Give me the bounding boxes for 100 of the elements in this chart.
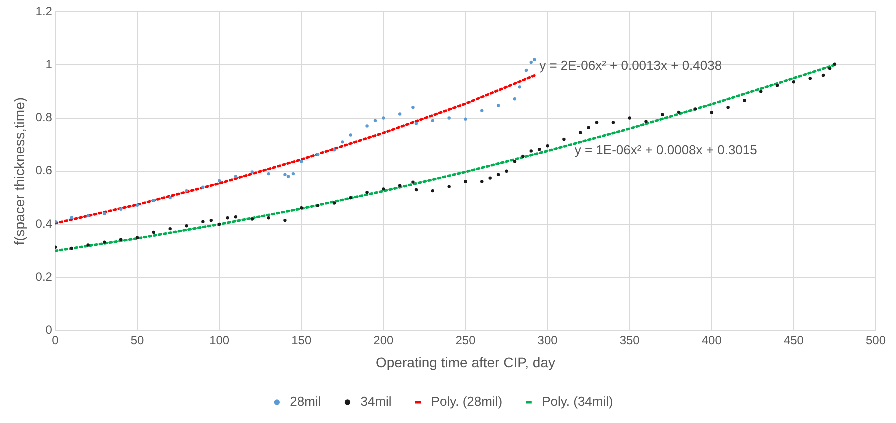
point bbox=[661, 113, 664, 116]
point bbox=[480, 109, 484, 112]
point bbox=[250, 218, 254, 221]
point bbox=[710, 111, 714, 114]
point bbox=[776, 84, 780, 88]
point bbox=[513, 160, 517, 164]
point bbox=[546, 144, 550, 148]
x-tick-label: 350 bbox=[620, 333, 640, 348]
point bbox=[464, 118, 468, 121]
point bbox=[612, 121, 616, 124]
y-tick-label: 1.2 bbox=[36, 4, 53, 18]
point bbox=[120, 238, 123, 242]
point bbox=[374, 119, 378, 123]
legend-label: Poly. (28mil) bbox=[431, 394, 503, 410]
point bbox=[518, 86, 522, 89]
point bbox=[185, 189, 188, 193]
annotation: y = 1E-06x² + 0.0008x + 0.3015 bbox=[574, 142, 758, 158]
point bbox=[202, 220, 205, 224]
point bbox=[496, 173, 500, 176]
x-tick-label: 100 bbox=[210, 333, 230, 348]
line-series bbox=[55, 74, 536, 225]
x-axis-title: Operating time after CIP, day bbox=[376, 354, 556, 370]
point bbox=[448, 116, 451, 120]
point bbox=[562, 138, 566, 142]
point bbox=[250, 170, 254, 174]
y-tick-label: 0.6 bbox=[36, 164, 53, 178]
point bbox=[595, 121, 599, 124]
point bbox=[530, 150, 533, 153]
point bbox=[86, 244, 90, 247]
annotation: y = 2E-06x² + 0.0013x + 0.4038 bbox=[540, 58, 722, 73]
point bbox=[431, 189, 435, 193]
point bbox=[808, 77, 812, 80]
point bbox=[185, 224, 188, 228]
legend-label: Poly. (34mil) bbox=[542, 394, 614, 410]
point bbox=[488, 176, 492, 180]
point bbox=[522, 154, 525, 158]
legend-label: 28mil bbox=[290, 394, 322, 410]
point bbox=[398, 112, 402, 116]
legend-label: 34mil bbox=[360, 394, 392, 410]
x-tick-label: 500 bbox=[866, 333, 886, 348]
y-axis-title: f(spacer thickness,time) bbox=[11, 97, 28, 246]
point bbox=[267, 216, 270, 220]
point bbox=[152, 230, 156, 234]
y-tick-label: 0 bbox=[46, 323, 53, 338]
point bbox=[316, 204, 320, 208]
y-tick-label: 0.8 bbox=[36, 110, 53, 125]
point bbox=[366, 124, 369, 128]
point bbox=[286, 175, 290, 178]
x-tick-label: 300 bbox=[538, 333, 558, 348]
point bbox=[694, 108, 698, 111]
point bbox=[792, 80, 796, 84]
point bbox=[202, 186, 205, 189]
point bbox=[412, 180, 415, 184]
point bbox=[218, 179, 222, 183]
point bbox=[300, 160, 304, 164]
point bbox=[480, 180, 484, 184]
point bbox=[103, 240, 106, 244]
point bbox=[120, 208, 123, 211]
point bbox=[349, 134, 352, 137]
point bbox=[218, 222, 222, 226]
y-tick-label: 0.2 bbox=[36, 270, 53, 284]
point bbox=[70, 246, 74, 250]
point bbox=[210, 218, 213, 222]
point bbox=[828, 66, 832, 70]
point bbox=[234, 175, 238, 178]
point bbox=[822, 74, 826, 78]
point bbox=[284, 218, 287, 222]
point bbox=[136, 236, 140, 240]
point bbox=[284, 173, 287, 176]
point bbox=[382, 188, 386, 191]
point bbox=[70, 216, 74, 220]
point bbox=[398, 184, 402, 188]
point bbox=[341, 140, 344, 144]
point bbox=[579, 131, 582, 134]
point bbox=[644, 120, 648, 124]
point bbox=[530, 60, 533, 64]
point bbox=[86, 214, 90, 218]
point bbox=[300, 206, 304, 210]
point bbox=[743, 99, 746, 102]
point bbox=[332, 148, 336, 152]
point bbox=[226, 216, 230, 220]
point bbox=[382, 116, 386, 120]
point bbox=[349, 196, 352, 200]
point bbox=[538, 148, 542, 152]
point bbox=[677, 110, 681, 114]
point bbox=[332, 202, 336, 205]
point bbox=[366, 191, 369, 194]
point bbox=[168, 227, 172, 231]
point bbox=[414, 122, 418, 126]
point bbox=[833, 62, 837, 66]
x-tick-label: 450 bbox=[784, 333, 804, 348]
point bbox=[234, 215, 238, 219]
point bbox=[292, 172, 296, 176]
x-tick-label: 250 bbox=[456, 333, 476, 348]
point bbox=[505, 170, 508, 173]
point bbox=[533, 58, 536, 62]
point bbox=[448, 185, 451, 188]
x-tick-label: 200 bbox=[374, 333, 394, 348]
point bbox=[513, 98, 517, 101]
point bbox=[524, 68, 528, 72]
